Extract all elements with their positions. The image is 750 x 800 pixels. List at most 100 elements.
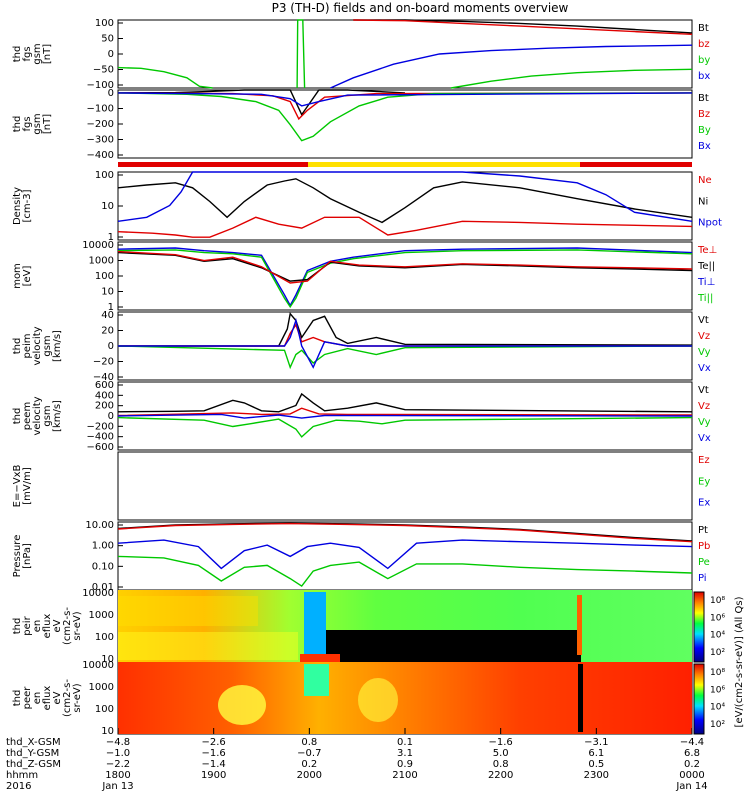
series-line-Vy [117,345,693,370]
legend-entry: Te⊥ [697,245,717,256]
chart-title: P3 (TH-D) fields and on-board moments ov… [272,1,569,15]
ylabel-line: fgs [22,116,33,131]
series-line-by [450,68,693,89]
y-tick-label: 100 [95,632,114,643]
ylabel-line: Density [12,187,23,225]
panel-frame [117,171,693,241]
xaxis-tick-value: 0.8 [301,737,317,748]
xaxis-tick-value: Jan 13 [101,781,133,792]
xaxis-tick-value: −1.6 [202,748,226,759]
y-tick-label: 1000 [89,256,114,267]
legend-entry: Pb [698,541,710,552]
xaxis-tick-value: 6.1 [588,748,604,759]
y-tick-label: 0 [108,49,114,60]
y-tick-label: −200 [87,421,114,432]
panel-fgs2: thd fgs gsm [nT] 0 −100 −200 −300 −400 Bt Bz By Bx [12,88,711,161]
series-line-Pi [117,539,693,570]
ylabel-line: [cm-3] [22,189,33,222]
xaxis-tick-value: 1800 [105,770,130,781]
xaxis-tick-value: 2000 [297,770,322,781]
quality-bar [118,162,692,167]
colorbar-tick: 10⁴ [710,631,725,641]
series-line-Ne [117,216,693,238]
ylabel-line: peir [22,615,33,635]
ylabel-line: [eV] [22,266,33,287]
y-tick-label: −300 [87,135,114,146]
xaxis-tick-value: 2100 [392,770,417,781]
xaxis-tick-value: −4.8 [106,737,130,748]
xaxis-tick-value: 0000 [679,770,704,781]
y-tick-label: −600 [87,442,114,453]
series-line-Npot [117,171,693,222]
ylabel-line: eV [52,691,63,704]
legend-entry: Ey [698,476,710,487]
series-line-Ni [117,178,693,224]
series-line-Vt [118,312,693,347]
ylabel-line: thd [12,46,23,63]
xaxis-tick-value: −2.6 [202,737,226,748]
legend-entry: Ti⊥ [697,277,715,288]
xaxis-row-label: thd_X-GSM [6,737,61,748]
y-tick-label: 10 [101,654,114,665]
series-line-bx [330,44,693,89]
series-line-by [296,19,306,89]
xaxis-tick-value: −1.4 [202,759,226,770]
xaxis-tick-value: −3.1 [584,737,608,748]
series-line-Vy [117,416,693,438]
ylabel-line: [nPa] [22,543,33,569]
ylabel-line: E=−VxB [12,465,23,508]
panel-peir: thd peir en eflux eV (cm2-s-sr-eV)10000100010… [12,588,745,727]
colorbar-tick: 10² [710,720,725,730]
xaxis-tick-value: 0.2 [684,759,700,770]
y-tick-label: 1 [108,232,114,243]
y-tick-label: 10 [101,287,114,298]
ylabel-line: velocity [32,326,43,365]
legend-entry: Ez [698,455,710,466]
y-tick-label: 100 [95,704,114,715]
y-tick-label: 400 [95,390,114,401]
y-tick-label: 10000 [82,588,114,599]
y-tick-label: 1.00 [92,541,114,552]
xaxis-tick-value: −1.6 [489,737,513,748]
y-tick-label: 1 [108,302,114,313]
y-tick-label: −50 [93,65,114,76]
xaxis-tick-value: −1.0 [106,748,130,759]
colorbar-tick: 10⁶ [710,613,725,623]
y-tick-label: 100 [95,170,114,181]
y-tick-label: 0 [108,411,114,422]
y-tick-label: 10000 [82,660,114,671]
legend-entry: Vx [698,433,711,444]
ylabel-line: [nT] [42,114,53,134]
xaxis-tick-value: 2300 [584,770,609,781]
ylabel-line: (cm2-s- [62,607,73,645]
series-line-Bt [117,89,406,116]
ylabel-line: eV [52,619,63,632]
series-line-Pb [117,522,693,543]
ylabel-line: thd [12,116,23,133]
legend-entry: bz [698,39,710,50]
y-tick-label: 10.00 [85,520,114,531]
y-tick-label: −20 [93,357,114,368]
xaxis-tick-value: 0.2 [301,759,317,770]
legend-entry: bx [698,71,710,82]
series-line-Vx [118,317,692,369]
series-line-Pe [117,555,693,588]
legend-entry: Ne [698,175,712,186]
y-tick-label: −200 [87,119,114,130]
xaxis-tick-value: 2200 [488,770,513,781]
xaxis-tick-value: 0.8 [493,759,509,770]
y-tick-label: 0.01 [92,582,114,593]
ylabel-line: thd [12,618,23,635]
y-tick-label: −40 [93,372,114,383]
y-tick-label: 10 [101,726,114,737]
panel-peim: thd peim velocity gsm [km/s] 40 20 0 −20 −40 Vt Vz V… [12,310,711,383]
y-tick-label: 1000 [89,610,114,621]
xaxis-tick-value: 0.5 [588,759,604,770]
legend-entry: Vz [698,401,710,412]
colorbar-peer [693,663,705,735]
ylabel-line: fgs [22,46,33,61]
ylabel-line: gsm [32,113,43,134]
series-line-By [117,92,693,142]
y-tick-label: 600 [95,380,114,391]
